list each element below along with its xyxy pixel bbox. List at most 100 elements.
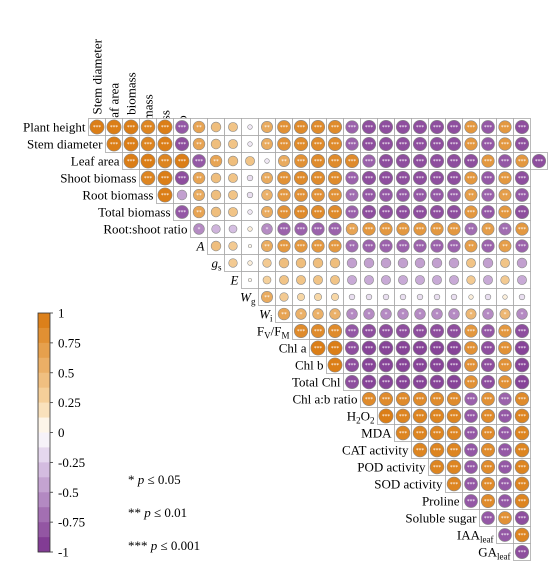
significance-stars: ***	[484, 193, 493, 199]
significance-stars: ***	[501, 142, 510, 148]
colorbar-band	[38, 537, 50, 553]
row-label: E	[230, 273, 239, 288]
heatmap-cell: ***	[496, 407, 514, 425]
significance-stars: ***	[450, 414, 459, 420]
heatmap-cell	[241, 152, 259, 170]
significance-stars: ***	[297, 227, 306, 233]
significance-stars: ***	[365, 142, 374, 148]
heatmap-cell: ***	[496, 135, 514, 153]
heatmap-cell	[479, 254, 497, 272]
significance-stars: ***	[348, 125, 357, 131]
heatmap-cell: ***	[275, 237, 293, 255]
significance-stars: ***	[331, 159, 340, 165]
heatmap-cell: ***	[326, 135, 344, 153]
colorbar-tick-label: 1	[58, 306, 65, 321]
significance-stars: ***	[501, 414, 510, 420]
heatmap-cell: ***	[156, 135, 174, 153]
significance-stars: **	[502, 244, 508, 250]
heatmap-cell: ***	[496, 475, 514, 493]
heatmap-cell: ***	[309, 220, 327, 238]
significance-stars: *	[351, 312, 354, 318]
significance-stars: **	[485, 227, 491, 233]
significance-stars: ***	[365, 346, 374, 352]
heatmap-cell: ***	[496, 169, 514, 187]
heatmap-cell: ***	[309, 322, 327, 340]
significance-stars: ***	[382, 210, 391, 216]
heatmap-cell: ***	[513, 203, 531, 221]
significance-stars: ***	[450, 482, 459, 488]
heatmap-cell: ***	[292, 135, 310, 153]
heatmap-cell	[411, 271, 429, 289]
significance-stars: ***	[450, 363, 459, 369]
significance-stars: ***	[365, 176, 374, 182]
significance-stars: ***	[314, 193, 323, 199]
row-label: Total Chl	[292, 375, 341, 390]
colorbar-band	[38, 462, 50, 478]
significance-stars: ***	[416, 142, 425, 148]
heatmap-cell: ***	[496, 118, 514, 136]
heatmap-cell	[224, 135, 242, 153]
heatmap-cell	[241, 118, 259, 136]
significance-stars: **	[468, 193, 474, 199]
heatmap-cell: ***	[377, 186, 395, 204]
heatmap-cell: **	[258, 118, 276, 136]
significance-stars: ***	[501, 159, 510, 165]
significance-stars: ***	[467, 499, 476, 505]
heatmap-cell: ***	[292, 186, 310, 204]
heatmap-cell	[224, 237, 242, 255]
heatmap-cell	[445, 271, 463, 289]
heatmap-cell: ***	[513, 118, 531, 136]
significance-stars: ***	[382, 397, 391, 403]
heatmap-cell: ***	[428, 339, 446, 357]
heatmap-cell	[224, 186, 242, 204]
row-label: Total biomass	[98, 205, 170, 220]
heatmap-cell: **	[207, 152, 225, 170]
heatmap-cell	[496, 254, 514, 272]
heatmap-cell: ***	[445, 458, 463, 476]
heatmap-cell: ***	[105, 135, 123, 153]
significance-stars: ***	[348, 210, 357, 216]
heatmap-cell: ***	[326, 152, 344, 170]
heatmap-cell: ***	[428, 169, 446, 187]
significance-stars: **	[281, 159, 287, 165]
heatmap-cell: ***	[513, 322, 531, 340]
heatmap-cell: ***	[360, 322, 378, 340]
heatmap-cell: *	[513, 305, 531, 323]
heatmap-cell	[207, 169, 225, 187]
heatmap-cell: ***	[445, 424, 463, 442]
heatmap-cell: ***	[411, 339, 429, 357]
heatmap-cell: ***	[462, 492, 480, 510]
significance-stars: *	[521, 312, 524, 318]
significance-stars: ***	[467, 363, 476, 369]
significance-stars: ***	[518, 159, 527, 165]
significance-stars: ***	[331, 244, 340, 250]
significance-stars: ***	[399, 414, 408, 420]
row-label: IAAleaf	[457, 528, 494, 545]
heatmap-cell	[241, 135, 259, 153]
significance-stars: ***	[450, 465, 459, 471]
heatmap-cell	[479, 288, 497, 306]
row-label: Chl a:b ratio	[293, 392, 358, 407]
significance-stars: ***	[518, 125, 527, 131]
colorbar-band	[38, 522, 50, 538]
heatmap-cell: ***	[139, 135, 157, 153]
heatmap-cell: ***	[445, 186, 463, 204]
heatmap-cell	[207, 220, 225, 238]
significance-stars: ***	[314, 142, 323, 148]
heatmap-cell: ***	[377, 169, 395, 187]
heatmap-cell: ***	[496, 339, 514, 357]
heatmap-cell: ***	[394, 135, 412, 153]
row-label: Chl b	[295, 358, 324, 373]
significance-legend-2: ** p ≤ 0.01	[128, 505, 188, 520]
heatmap-cell: ***	[292, 322, 310, 340]
heatmap-cell: ***	[462, 441, 480, 459]
heatmap-cell: ***	[428, 356, 446, 374]
significance-stars: ***	[433, 176, 442, 182]
significance-stars: ***	[365, 397, 374, 403]
heatmap-cell	[394, 288, 412, 306]
heatmap-cell: ***	[513, 390, 531, 408]
heatmap-cell: ***	[462, 203, 480, 221]
heatmap-cell	[360, 254, 378, 272]
heatmap-cell: ***	[343, 203, 361, 221]
row-label: Plant height	[23, 120, 86, 135]
